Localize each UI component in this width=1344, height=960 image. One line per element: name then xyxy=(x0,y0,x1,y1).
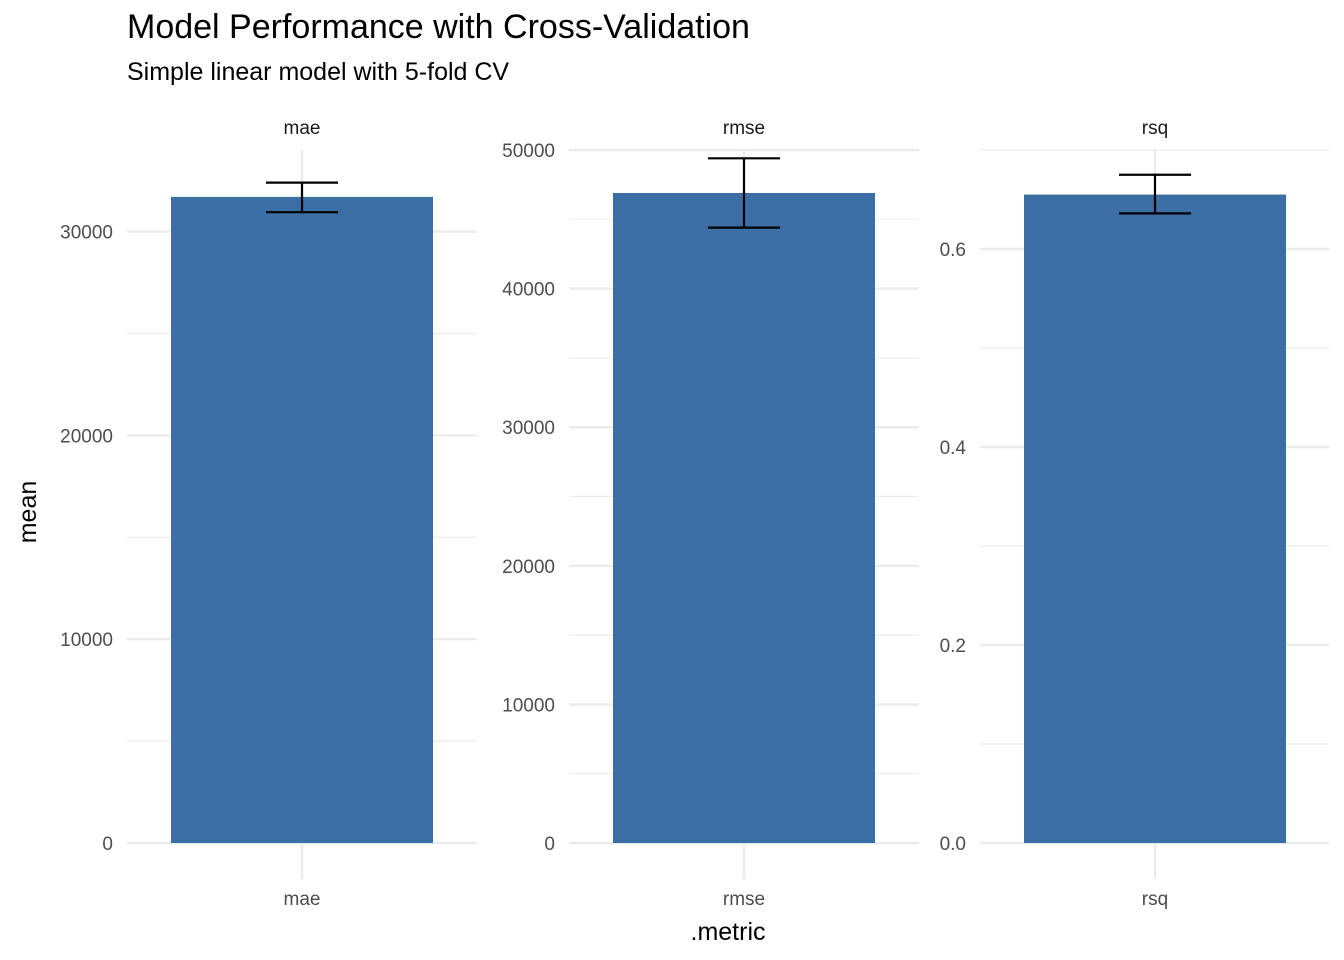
chart-title: Model Performance with Cross-Validation xyxy=(127,8,750,46)
bar-rsq xyxy=(1024,194,1286,844)
chart-subtitle: Simple linear model with 5-fold CV xyxy=(127,58,510,86)
y-tick-label: 10000 xyxy=(60,630,113,651)
y-tick-label: 10000 xyxy=(502,695,555,716)
y-tick-label: 0.4 xyxy=(940,438,967,459)
facet-strip-label: rmse xyxy=(723,118,765,139)
y-tick-label: 50000 xyxy=(502,141,555,162)
y-tick-label: 0.0 xyxy=(940,834,966,855)
y-tick-label: 0.2 xyxy=(940,636,966,657)
bar-mae xyxy=(171,196,433,844)
x-tick-label: mae xyxy=(284,889,321,910)
y-axis-title: mean xyxy=(14,481,42,544)
x-axis-title: .metric xyxy=(691,918,766,946)
y-tick-label: 20000 xyxy=(502,557,555,578)
y-tick-label: 20000 xyxy=(60,426,113,447)
x-tick-label: rmse xyxy=(723,889,765,910)
facet-strip-label: mae xyxy=(284,118,321,139)
y-tick-label: 40000 xyxy=(502,280,555,301)
y-tick-label: 0 xyxy=(544,834,555,855)
y-tick-label: 0 xyxy=(102,834,113,855)
x-tick-label: rsq xyxy=(1142,889,1168,910)
y-tick-label: 30000 xyxy=(60,223,113,244)
bar-rmse xyxy=(613,192,875,843)
y-tick-label: 30000 xyxy=(502,418,555,439)
facet-strip-label: rsq xyxy=(1142,118,1168,139)
y-tick-label: 0.6 xyxy=(940,240,966,261)
